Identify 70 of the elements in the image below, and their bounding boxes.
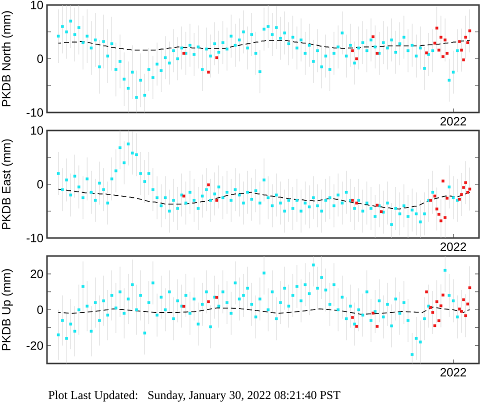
point [351,49,354,52]
point [372,312,374,315]
point [468,29,472,32]
y-axis-title: PKDB East (mm) [2,139,13,229]
point [437,48,440,52]
point [460,48,463,52]
y-axis-title: PKDB North (mm) [2,11,13,106]
point [429,306,432,309]
y-tick-label: 0 [37,306,44,314]
point [355,57,358,60]
y-tick-label: -10 [26,108,44,117]
point [442,294,444,296]
point [466,302,470,306]
point [444,38,446,42]
point [437,212,440,216]
point [462,58,465,62]
point [435,300,438,304]
point [376,325,379,328]
point [462,298,465,302]
point [372,35,374,38]
x-tick-label: 2022 [440,368,466,377]
point [442,180,444,182]
point [444,216,446,219]
point [435,208,438,210]
point [466,190,470,194]
point [446,196,449,200]
point [464,181,468,184]
point [464,314,468,318]
point [460,193,463,196]
y-tick-label: -10 [26,234,44,242]
y-tick-label: 0 [37,180,44,188]
point [458,308,461,310]
point [437,319,440,322]
point [433,194,436,198]
point [215,56,218,60]
point [207,70,210,74]
y-tick-label: 0 [37,54,44,63]
point [355,202,358,204]
point [446,52,449,55]
point [207,300,210,304]
point [433,42,436,45]
point [435,26,438,30]
point [468,286,472,290]
y-tick-label: 10 [31,0,44,10]
point [462,186,465,189]
text: Plot Last Updated: [48,390,138,402]
text: Sunday, January 30, 2022 08:21:40 PST [148,390,340,402]
point [355,325,358,328]
point [464,36,468,39]
point [429,198,432,202]
point [215,198,218,202]
x-tick-label: 2022 [440,242,466,252]
point [442,55,444,58]
point [466,41,470,44]
point [440,304,442,308]
point [440,36,442,39]
y-tick-label: 20 [30,270,44,278]
y-tick-label: -20 [26,341,44,350]
x-tick-label: 2022 [440,117,466,126]
point [468,188,472,190]
point [207,183,210,186]
point [351,316,354,319]
point [440,219,442,222]
point [433,324,436,328]
y-tick-label: 10 [31,126,44,135]
point [425,290,428,294]
point [460,310,463,313]
point [458,40,461,43]
y-axis-title: PKDB Up (mm) [2,269,13,350]
point [431,311,434,314]
